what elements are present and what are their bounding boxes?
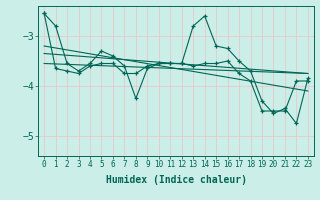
X-axis label: Humidex (Indice chaleur): Humidex (Indice chaleur) [106, 175, 246, 185]
